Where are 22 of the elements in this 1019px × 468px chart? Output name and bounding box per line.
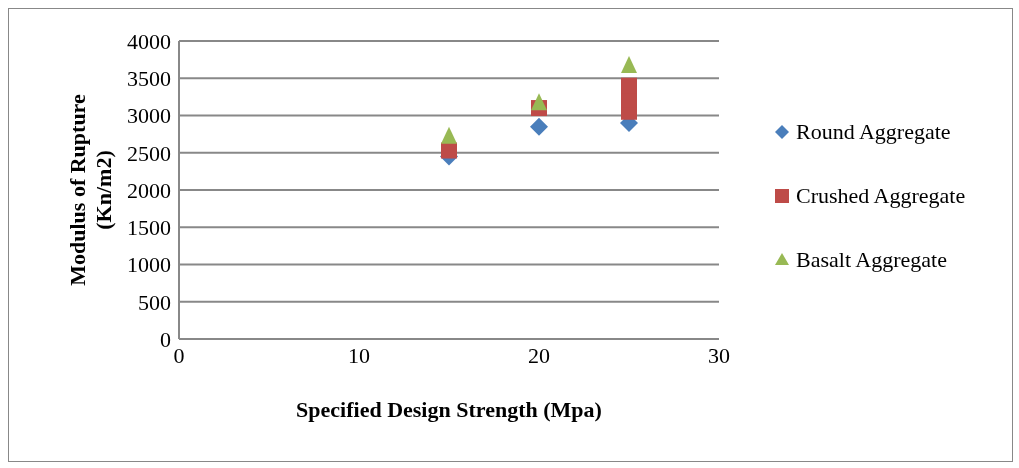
y-tick-label: 1500 <box>127 215 171 241</box>
legend-label: Basalt Aggregate <box>796 247 947 273</box>
y-tick-label: 3500 <box>127 66 171 92</box>
x-axis-title: Specified Design Strength (Mpa) <box>296 397 602 422</box>
legend-label: Round Aggregate <box>796 119 951 145</box>
y-tick-label: 3000 <box>127 103 171 129</box>
point <box>621 77 637 94</box>
legend-label: Crushed Aggregate <box>796 183 966 209</box>
x-tick-label: 20 <box>528 342 550 368</box>
x-tick-label: 10 <box>348 342 370 368</box>
point <box>530 117 548 136</box>
x-tick-label: 30 <box>708 342 730 368</box>
y-axis-title: Modulus of Rupture (Kn/m2) <box>65 94 116 286</box>
y-tick-label: 2000 <box>127 177 171 203</box>
y-tick-label: 2500 <box>127 140 171 166</box>
y-tick-label: 4000 <box>127 28 171 54</box>
point <box>531 93 547 111</box>
point <box>621 56 637 74</box>
y-tick-label: 1000 <box>127 252 171 278</box>
y-tick-label: 500 <box>138 289 171 315</box>
point <box>441 142 457 159</box>
y-tick-label: 0 <box>160 326 171 352</box>
